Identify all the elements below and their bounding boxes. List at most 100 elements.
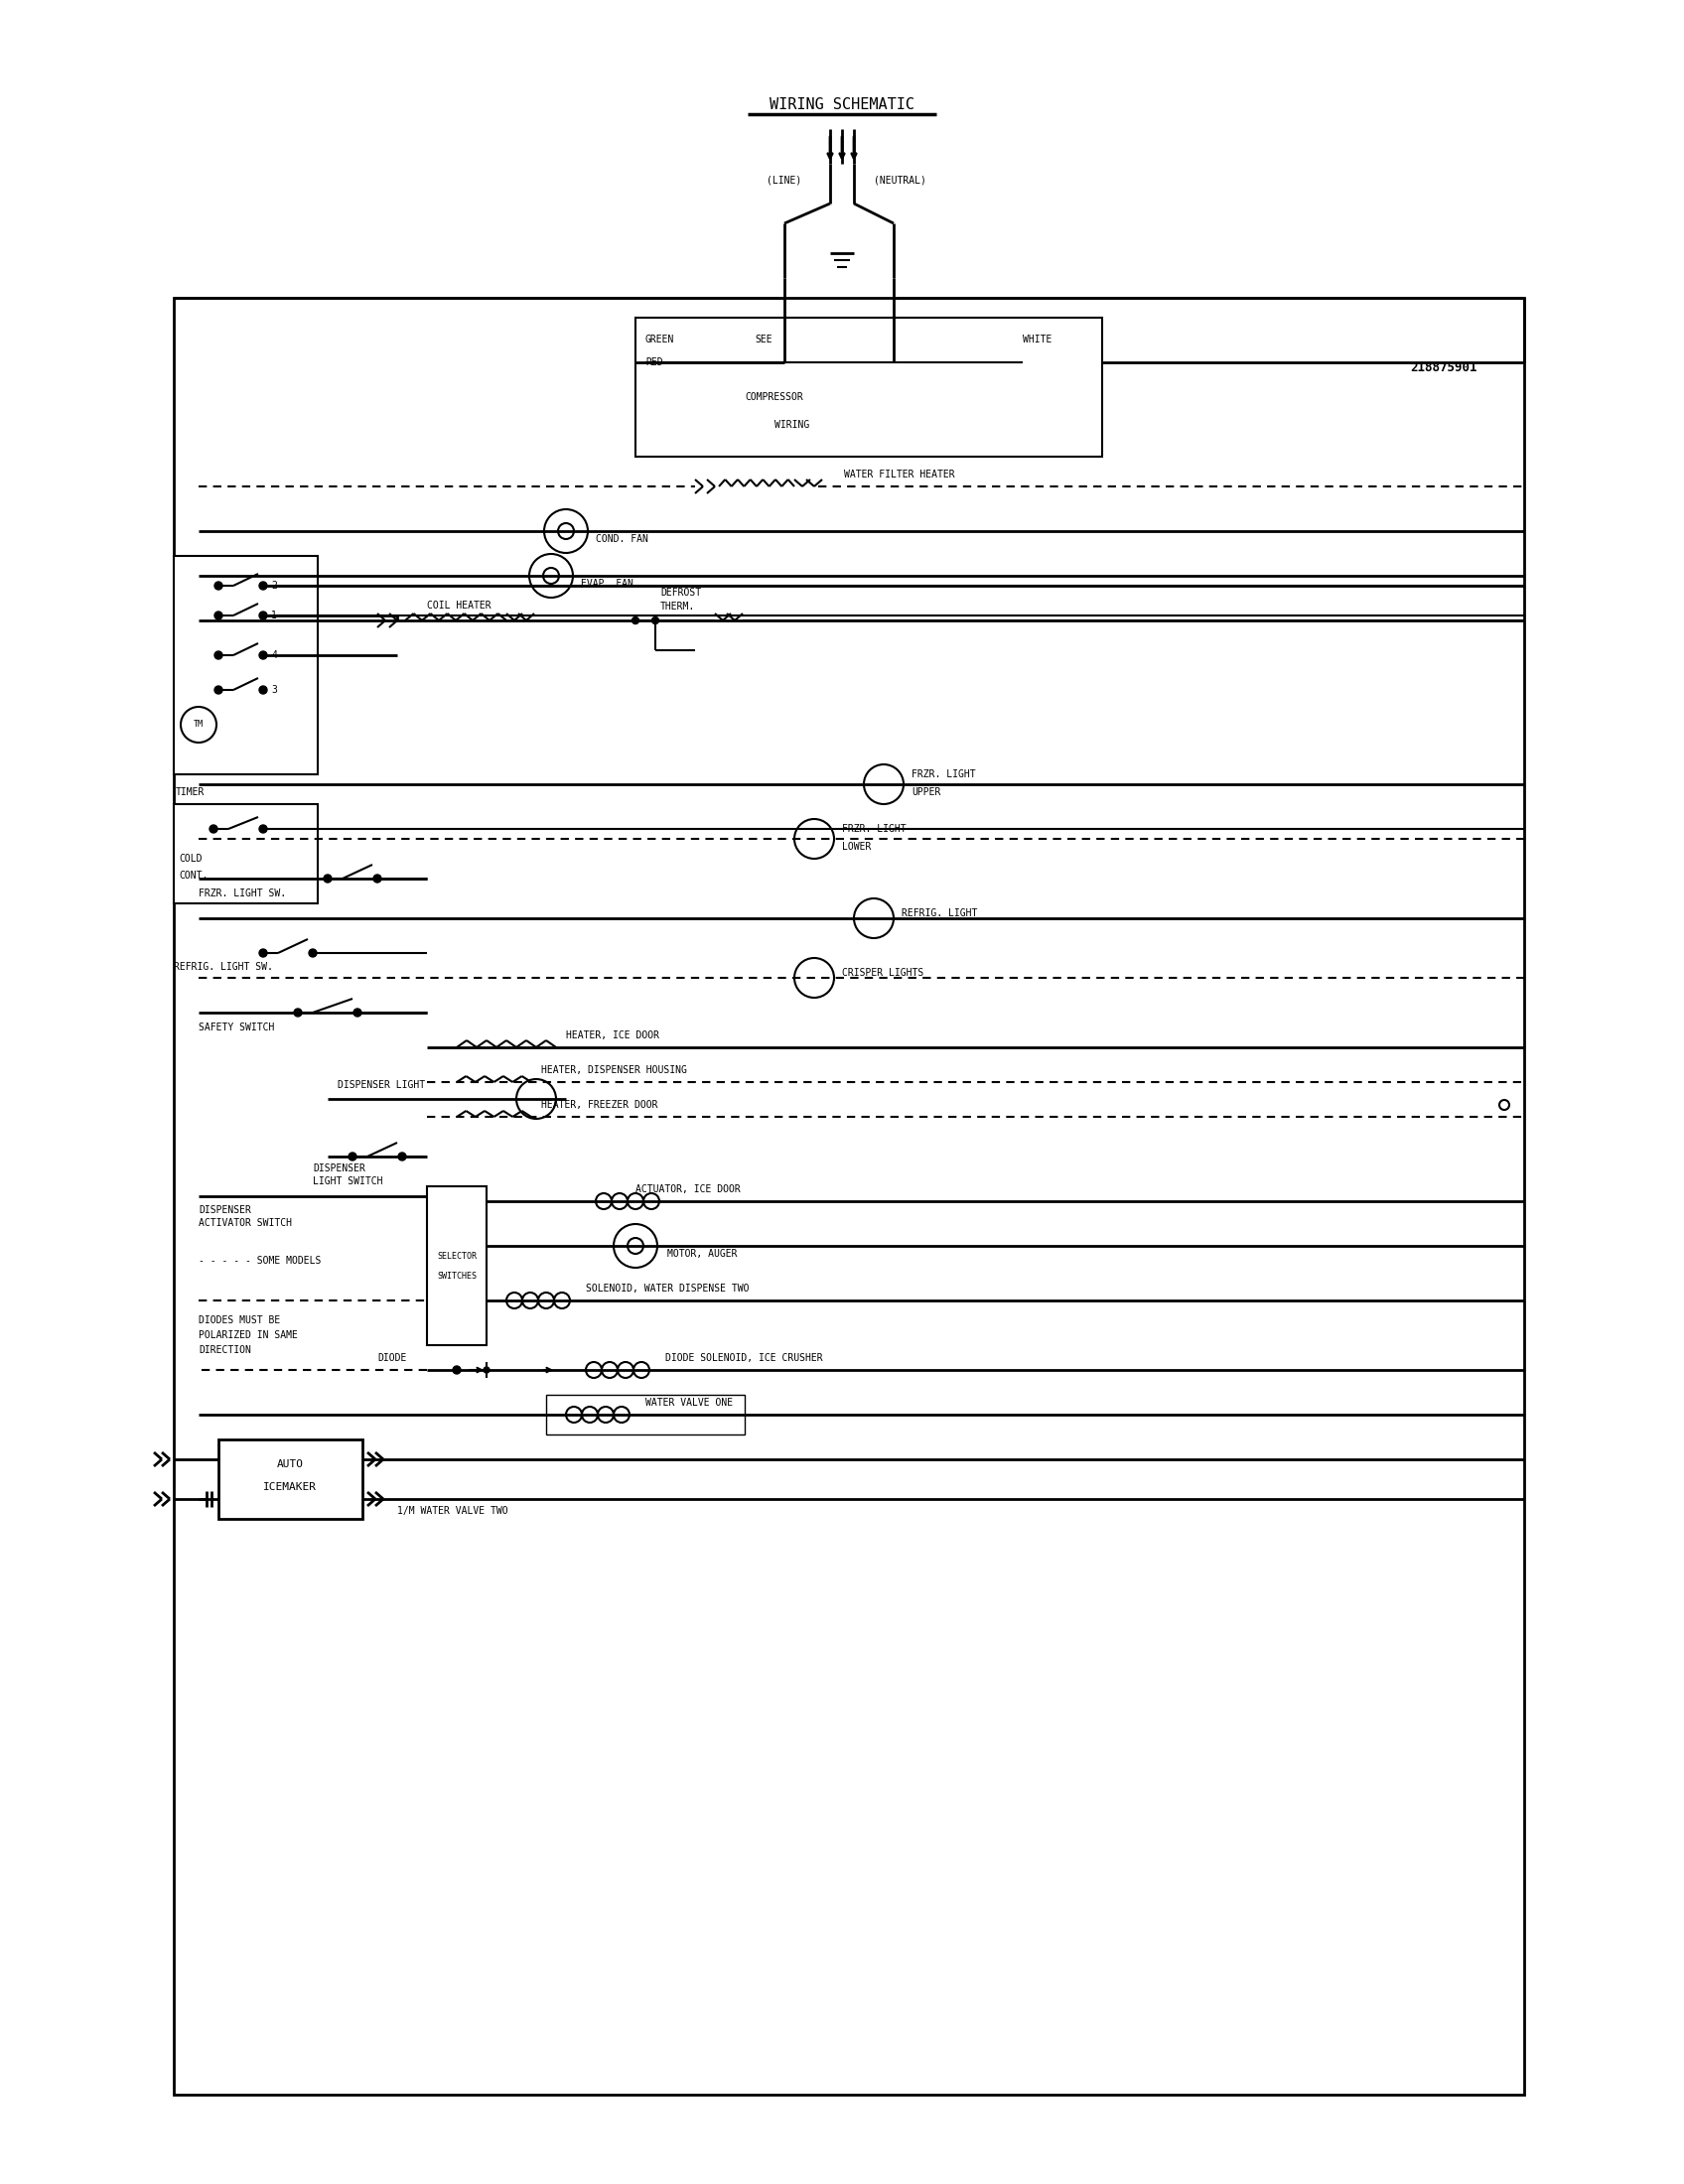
Circle shape [517, 1079, 556, 1118]
Circle shape [632, 616, 638, 625]
Text: DEFROST: DEFROST [660, 587, 701, 598]
Text: RED: RED [645, 358, 663, 367]
Text: HEATER, ICE DOOR: HEATER, ICE DOOR [566, 1031, 660, 1040]
Text: MOTOR, AUGER: MOTOR, AUGER [667, 1249, 738, 1258]
Circle shape [601, 1363, 618, 1378]
Circle shape [349, 1153, 357, 1160]
Text: SELECTOR: SELECTOR [436, 1251, 477, 1260]
Text: DIODES MUST BE: DIODES MUST BE [199, 1315, 280, 1326]
Text: POLARIZED IN SAME: POLARIZED IN SAME [199, 1330, 298, 1341]
Circle shape [544, 568, 559, 583]
Text: SAFETY SWITCH: SAFETY SWITCH [199, 1022, 274, 1033]
Text: DIODE SOLENOID, ICE CRUSHER: DIODE SOLENOID, ICE CRUSHER [665, 1354, 823, 1363]
Text: EVAP. FAN: EVAP. FAN [581, 579, 633, 590]
Text: 4: 4 [271, 651, 276, 660]
Circle shape [628, 1238, 643, 1254]
Text: CONT.: CONT. [179, 871, 207, 880]
Circle shape [854, 898, 894, 939]
Circle shape [618, 1363, 633, 1378]
Text: ACTUATOR, ICE DOOR: ACTUATOR, ICE DOOR [635, 1184, 741, 1195]
Bar [428, 1186, 487, 1345]
Text: 1: 1 [271, 612, 276, 620]
Circle shape [214, 651, 222, 660]
Text: REFRIG. LIGHT: REFRIG. LIGHT [901, 909, 977, 917]
Circle shape [483, 1367, 490, 1374]
Circle shape [613, 1406, 630, 1422]
Text: LIGHT SWITCH: LIGHT SWITCH [313, 1177, 382, 1186]
Text: WATER VALVE ONE: WATER VALVE ONE [645, 1398, 733, 1409]
Circle shape [295, 1009, 301, 1016]
Circle shape [214, 581, 222, 590]
Circle shape [557, 524, 574, 539]
Bar [173, 557, 318, 775]
Circle shape [596, 1192, 611, 1210]
Circle shape [566, 1406, 583, 1422]
Text: REFRIG. LIGHT SW.: REFRIG. LIGHT SW. [173, 961, 273, 972]
Text: TIMER: TIMER [175, 786, 205, 797]
Text: WATER FILTER HEATER: WATER FILTER HEATER [844, 470, 955, 480]
Circle shape [795, 819, 834, 858]
Circle shape [652, 616, 658, 625]
Circle shape [354, 1009, 362, 1016]
Circle shape [1499, 1101, 1509, 1109]
Text: WHITE: WHITE [1022, 334, 1052, 345]
Circle shape [453, 1365, 461, 1374]
Text: AUTO: AUTO [276, 1459, 303, 1470]
Text: WIRING SCHEMATIC: WIRING SCHEMATIC [770, 96, 914, 111]
Circle shape [507, 1293, 522, 1308]
Text: - - - - - SOME MODELS: - - - - - SOME MODELS [199, 1256, 322, 1267]
Circle shape [628, 1192, 643, 1210]
Text: COMPRESSOR: COMPRESSOR [744, 393, 803, 402]
Text: COIL HEATER: COIL HEATER [428, 601, 492, 612]
Circle shape [613, 1223, 657, 1267]
Circle shape [180, 708, 217, 743]
Text: WIRING: WIRING [775, 419, 810, 430]
Circle shape [259, 686, 268, 695]
Circle shape [539, 1293, 554, 1308]
Bar [173, 297, 1524, 2094]
Circle shape [259, 651, 268, 660]
Text: UPPER: UPPER [911, 786, 941, 797]
Text: FRZR. LIGHT: FRZR. LIGHT [842, 823, 906, 834]
Text: (LINE): (LINE) [766, 175, 802, 186]
Text: DIRECTION: DIRECTION [199, 1345, 251, 1354]
Circle shape [214, 686, 222, 695]
Circle shape [864, 764, 904, 804]
Text: (NEUTRAL): (NEUTRAL) [874, 175, 926, 186]
Text: SEE: SEE [754, 334, 773, 345]
Text: FRZR. LIGHT SW.: FRZR. LIGHT SW. [199, 889, 286, 898]
Text: HEATER, DISPENSER HOUSING: HEATER, DISPENSER HOUSING [541, 1066, 687, 1075]
Text: SWITCHES: SWITCHES [436, 1271, 477, 1280]
Circle shape [795, 959, 834, 998]
Circle shape [611, 1192, 628, 1210]
Text: LOWER: LOWER [842, 841, 871, 852]
Circle shape [598, 1406, 613, 1422]
Text: 218875901: 218875901 [1410, 360, 1477, 373]
Circle shape [586, 1363, 601, 1378]
Circle shape [259, 581, 268, 590]
Circle shape [397, 1153, 406, 1160]
Circle shape [214, 612, 222, 620]
Circle shape [554, 1293, 569, 1308]
Circle shape [529, 555, 573, 598]
Circle shape [522, 1293, 539, 1308]
Bar [219, 1439, 362, 1518]
Text: 3: 3 [271, 686, 276, 695]
Text: COLD: COLD [179, 854, 202, 863]
Text: THERM.: THERM. [660, 601, 695, 612]
Bar [546, 1396, 744, 1435]
Bar [635, 317, 1101, 456]
Circle shape [209, 826, 217, 832]
Text: CRISPER LIGHTS: CRISPER LIGHTS [842, 968, 923, 978]
Text: HEATER, FREEZER DOOR: HEATER, FREEZER DOOR [541, 1101, 658, 1109]
Text: FRZR. LIGHT: FRZR. LIGHT [911, 769, 975, 780]
Circle shape [259, 826, 268, 832]
Text: DIODE: DIODE [377, 1354, 406, 1363]
Text: DISPENSER: DISPENSER [199, 1206, 251, 1214]
Text: TM: TM [194, 721, 204, 729]
Text: ICEMAKER: ICEMAKER [263, 1483, 317, 1492]
Text: COND. FAN: COND. FAN [596, 535, 648, 544]
Text: 2: 2 [271, 581, 276, 590]
Circle shape [259, 612, 268, 620]
Circle shape [374, 874, 381, 882]
